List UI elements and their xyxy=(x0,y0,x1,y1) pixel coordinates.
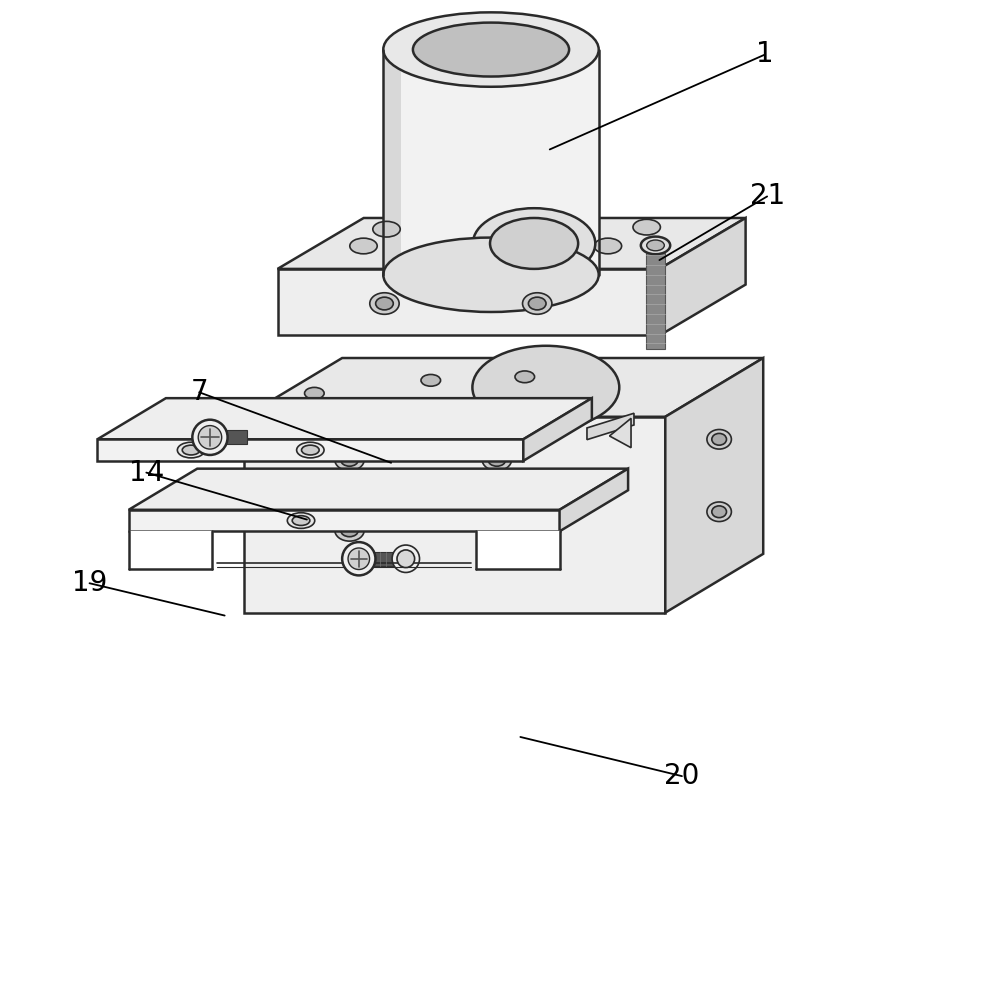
Ellipse shape xyxy=(370,293,399,314)
Polygon shape xyxy=(660,218,745,335)
Ellipse shape xyxy=(633,219,661,235)
Ellipse shape xyxy=(712,433,727,445)
Ellipse shape xyxy=(293,516,310,525)
Polygon shape xyxy=(129,469,628,510)
Ellipse shape xyxy=(647,240,664,251)
Polygon shape xyxy=(646,253,665,349)
Ellipse shape xyxy=(472,346,620,429)
Ellipse shape xyxy=(341,453,358,466)
Ellipse shape xyxy=(712,506,727,518)
Ellipse shape xyxy=(528,297,546,310)
Ellipse shape xyxy=(641,237,670,254)
Text: 14: 14 xyxy=(129,459,164,487)
Ellipse shape xyxy=(341,524,358,537)
Polygon shape xyxy=(383,50,401,275)
Ellipse shape xyxy=(383,238,599,312)
Ellipse shape xyxy=(335,449,364,471)
Polygon shape xyxy=(383,50,599,275)
Polygon shape xyxy=(210,430,247,444)
Ellipse shape xyxy=(348,548,369,570)
Polygon shape xyxy=(587,413,634,440)
Text: 20: 20 xyxy=(664,762,699,790)
Text: 19: 19 xyxy=(72,569,107,597)
Polygon shape xyxy=(278,218,745,269)
Polygon shape xyxy=(476,531,560,569)
Ellipse shape xyxy=(707,502,732,522)
Polygon shape xyxy=(245,358,763,417)
Ellipse shape xyxy=(473,208,595,279)
Ellipse shape xyxy=(490,218,578,269)
Polygon shape xyxy=(278,269,660,335)
Ellipse shape xyxy=(376,297,393,310)
Polygon shape xyxy=(560,469,628,531)
Polygon shape xyxy=(245,417,665,613)
Polygon shape xyxy=(97,439,523,461)
Ellipse shape xyxy=(594,238,622,254)
Polygon shape xyxy=(97,398,592,439)
Ellipse shape xyxy=(707,429,732,449)
Ellipse shape xyxy=(488,453,506,466)
Polygon shape xyxy=(610,418,631,448)
Ellipse shape xyxy=(522,293,552,314)
Ellipse shape xyxy=(421,374,441,386)
Ellipse shape xyxy=(482,520,512,541)
Ellipse shape xyxy=(183,445,200,455)
Ellipse shape xyxy=(335,520,364,541)
Ellipse shape xyxy=(482,449,512,471)
Ellipse shape xyxy=(383,12,599,87)
Polygon shape xyxy=(358,552,394,566)
Ellipse shape xyxy=(412,23,570,77)
Ellipse shape xyxy=(192,420,228,455)
Text: 7: 7 xyxy=(191,378,208,406)
Text: 1: 1 xyxy=(756,40,774,68)
Text: 21: 21 xyxy=(749,182,785,210)
Ellipse shape xyxy=(198,426,222,449)
Polygon shape xyxy=(665,358,763,613)
Ellipse shape xyxy=(297,442,324,458)
Ellipse shape xyxy=(515,371,534,383)
Ellipse shape xyxy=(392,545,419,572)
Ellipse shape xyxy=(304,387,324,399)
Ellipse shape xyxy=(342,542,375,575)
Ellipse shape xyxy=(397,550,414,568)
Polygon shape xyxy=(523,398,592,461)
Ellipse shape xyxy=(178,442,205,458)
Ellipse shape xyxy=(288,513,315,528)
Ellipse shape xyxy=(373,221,401,237)
Ellipse shape xyxy=(301,445,319,455)
Ellipse shape xyxy=(488,524,506,537)
Polygon shape xyxy=(129,510,560,531)
Polygon shape xyxy=(129,531,212,569)
Ellipse shape xyxy=(350,238,377,254)
